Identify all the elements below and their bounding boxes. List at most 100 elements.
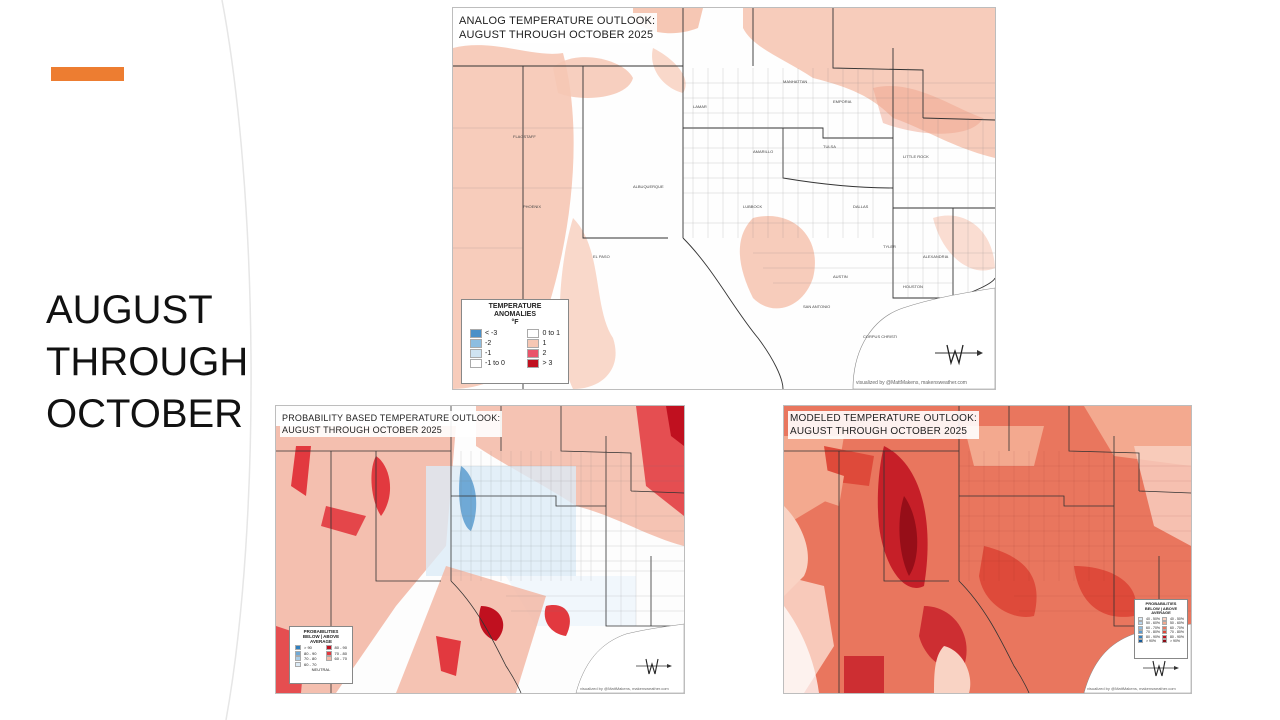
modeled-legend-label: 60 - 70% <box>1146 625 1161 630</box>
modeled-legend-heading-1: PROBABILITIES <box>1145 601 1177 606</box>
modeled-legend-heading-3: AVERAGE <box>1151 610 1171 615</box>
modeled-credit: visualized by @MattMakens, makensweather… <box>1087 686 1176 691</box>
svg-text:EL PASO: EL PASO <box>593 254 610 259</box>
probability-outlook-map: PROBABILITY BASED TEMPERATURE OUTLOOK: A… <box>275 405 685 694</box>
modeled-legend-label: 50 - 60% <box>1169 621 1184 625</box>
svg-text:TYLER: TYLER <box>883 244 896 249</box>
modeled-legend-heading-2: BELOW | ABOVE <box>1144 605 1178 611</box>
analog-legend-heading-2: ANOMALIES <box>494 311 536 318</box>
modeled-legend-label: 70 - 80% <box>1146 630 1161 634</box>
analog-legend-unit: °F <box>511 319 519 326</box>
modeled-legend-row: 70 - 80% <box>1138 630 1160 634</box>
analog-legend-swatch <box>470 359 482 368</box>
probability-legend-row: > 90 <box>295 645 316 650</box>
analog-legend-swatch <box>470 329 482 338</box>
modeled-map-image <box>784 406 1191 693</box>
modeled-legend: PROBABILITIES BELOW | ABOVE AVERAGE 40 -… <box>1134 599 1188 659</box>
modeled-legend-row: 70 - 80% <box>1161 630 1184 634</box>
probability-legend: PROBABILITIES BELOW | ABOVE AVERAGE > 90… <box>289 626 353 684</box>
probability-legend-label: 70 - 80 <box>334 650 347 656</box>
analog-legend-row: 1 <box>527 339 560 348</box>
modeled-map-title: MODELED TEMPERATURE OUTLOOK: AUGUST THRO… <box>788 411 979 439</box>
analog-legend-label: > 3 <box>542 360 553 367</box>
makens-weather-logo <box>1141 658 1181 682</box>
title-line-2: THROUGH <box>46 340 249 384</box>
modeled-legend-swatch <box>1161 639 1167 643</box>
probability-legend-row: 60 - 70 <box>325 656 347 661</box>
modeled-legend-row: 40 - 50% <box>1161 616 1184 621</box>
modeled-legend-row: 80 - 90% <box>1138 634 1161 639</box>
svg-text:TULSA: TULSA <box>823 144 836 149</box>
modeled-legend-label: 60 - 70% <box>1169 625 1184 630</box>
analog-legend-swatch <box>527 349 540 358</box>
svg-text:HOUSTON: HOUSTON <box>903 284 923 289</box>
analog-legend-label: 2 <box>542 350 547 357</box>
svg-text:MANHATTAN: MANHATTAN <box>783 79 807 84</box>
svg-text:SAN ANTONIO: SAN ANTONIO <box>803 304 830 309</box>
modeled-legend-swatch <box>1138 625 1143 630</box>
probability-credit: visualized by @MattMakens, makensweather… <box>580 686 669 691</box>
svg-text:LAMAR: LAMAR <box>693 104 707 109</box>
probability-title-line-2: AUGUST THROUGH OCTOBER 2025 <box>282 425 442 435</box>
makens-weather-logo <box>634 656 674 680</box>
probability-legend-swatch <box>325 650 332 656</box>
modeled-legend-label: 80 - 90% <box>1146 634 1161 639</box>
analog-legend-label: 1 <box>542 340 547 347</box>
probability-legend-row: 80 - 90 <box>325 645 347 650</box>
modeled-legend-row: 50 - 60% <box>1138 621 1160 625</box>
analog-legend-row: -1 to 0 <box>470 359 505 368</box>
title-panel: AUGUST THROUGH OCTOBER <box>0 0 300 720</box>
modeled-legend-label: > 90% <box>1146 639 1157 643</box>
analog-legend-row: > 3 <box>527 359 560 368</box>
probability-legend-heading-1: PROBABILITIES <box>303 629 339 634</box>
probability-legend-row: 70 - 80 <box>325 650 347 656</box>
modeled-legend-label: > 90% <box>1169 639 1181 643</box>
svg-text:ALBUQUERQUE: ALBUQUERQUE <box>633 184 664 189</box>
title-line-3: OCTOBER <box>46 392 244 436</box>
modeled-legend-swatch <box>1161 621 1167 625</box>
probability-legend-row: 80 - 90 <box>295 650 317 656</box>
probability-legend-label: 80 - 90 <box>304 650 317 656</box>
modeled-title-line-2: AUGUST THROUGH OCTOBER 2025 <box>790 426 968 437</box>
analog-title-line-1: ANALOG TEMPERATURE OUTLOOK: <box>459 15 656 27</box>
probability-legend-swatch <box>325 645 332 650</box>
title-line-1: AUGUST <box>46 288 213 332</box>
modeled-legend-row: 60 - 70% <box>1138 625 1161 630</box>
analog-legend-label: -1 <box>485 350 492 357</box>
analog-legend-swatch <box>527 329 540 338</box>
probability-legend-row: 70 - 80 <box>295 656 316 661</box>
modeled-legend-swatch <box>1138 630 1143 634</box>
analog-legend-row: < -3 <box>470 329 505 338</box>
probability-legend-swatch <box>295 656 301 661</box>
svg-text:PHOENIX: PHOENIX <box>523 204 541 209</box>
modeled-legend-swatch <box>1138 634 1143 639</box>
modeled-legend-row: 80 - 90% <box>1161 634 1184 639</box>
modeled-legend-label: 70 - 80% <box>1169 630 1184 634</box>
analog-legend-row: -2 <box>470 339 505 348</box>
svg-text:AMARILLO: AMARILLO <box>753 149 773 154</box>
decorative-curve <box>0 0 252 720</box>
probability-legend-swatch <box>295 650 301 656</box>
probability-legend-label: > 90 <box>304 645 312 650</box>
analog-legend-swatch <box>527 339 540 348</box>
modeled-legend-swatch <box>1161 625 1167 630</box>
svg-text:ALEXANDRIA: ALEXANDRIA <box>923 254 949 259</box>
probability-legend-swatch <box>295 645 301 650</box>
analog-legend-row: 2 <box>527 349 560 358</box>
modeled-legend-swatch <box>1138 616 1143 621</box>
svg-text:CORPUS CHRISTI: CORPUS CHRISTI <box>863 334 897 339</box>
makens-weather-logo <box>931 341 985 371</box>
analog-legend-heading-1: TEMPERATURE <box>488 303 542 310</box>
svg-text:AUSTIN: AUSTIN <box>833 274 848 279</box>
modeled-legend-swatch <box>1161 630 1167 634</box>
modeled-legend-row: > 90% <box>1138 639 1160 643</box>
probability-legend-neutral: NEUTRAL <box>311 667 331 672</box>
probability-legend-label: 70 - 80 <box>304 656 317 661</box>
probability-legend-label: 60 - 70 <box>304 661 317 667</box>
analog-title-line-2: AUGUST THROUGH OCTOBER 2025 <box>459 29 654 41</box>
modeled-legend-label: 50 - 60% <box>1146 621 1161 625</box>
modeled-legend-row: 40 - 50% <box>1138 616 1160 621</box>
analog-legend: TEMPERATURE ANOMALIES °F < -3 -2 -1 -1 to 0… <box>461 299 569 384</box>
modeled-legend-swatch <box>1161 616 1167 621</box>
svg-text:FLAGSTAFF: FLAGSTAFF <box>513 134 536 139</box>
